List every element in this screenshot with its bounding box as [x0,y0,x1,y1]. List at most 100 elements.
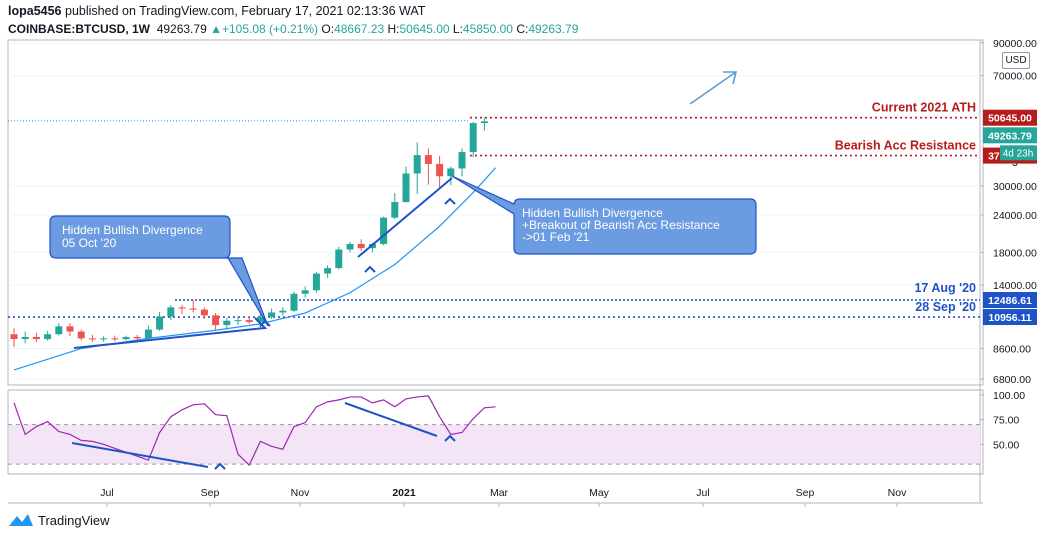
callout-2-line3: ->01 Feb '21 [522,230,590,244]
rsi-pane-frame [7,389,984,475]
high-value: 50645.00 [399,22,450,36]
divergence-line-1 [73,317,268,349]
time-tick-label: Sep [201,487,220,499]
candle-body [245,320,253,322]
candle-body [100,338,108,340]
currency-badge[interactable]: USD [1002,52,1030,69]
time-tick-label: Nov [888,487,907,499]
candle-body [10,334,18,340]
callout-2-box [451,175,757,255]
callout-1-line2: 05 Oct '20 [62,236,117,250]
moving-average-line [13,167,497,371]
price-tick-label: 18000.00 [993,247,1037,259]
rsi-line [13,395,496,467]
rsi-divergence-line-1 [71,442,209,468]
breakout-arrow-line [689,71,737,105]
time-tick-label: Jul [100,487,113,499]
time-tick-label: Nov [291,487,310,499]
candle-body [111,338,119,340]
candle-body [335,249,343,269]
time-tick-label: 2021 [392,487,416,499]
up-chevron-icon [444,197,456,205]
candle-body [391,202,399,218]
candle-body [301,290,309,294]
candle-body [402,173,410,203]
candle-body [436,163,444,177]
candle-body [189,308,197,310]
candle-body [77,331,85,339]
candle-body [156,316,164,330]
candle-body [144,329,152,339]
callout-1-line1: Hidden Bullish Divergence [62,223,203,237]
level-price-tag [983,309,1037,326]
candle-body [256,317,264,322]
price-tick-label: 30000.00 [993,181,1037,193]
level-price-tag-text: 10956.11 [988,312,1031,324]
candle-body [380,217,388,244]
publisher-name: lopa5456 [8,4,62,18]
level-price-tag [983,109,1037,126]
price-tick-label: 90000.00 [993,38,1037,50]
open-value: 48667.23 [334,22,385,36]
time-tick-label: Sep [796,487,815,499]
candle-body [88,338,96,340]
price-tick-label: 6800.00 [993,374,1031,386]
tradingview-logo-icon [9,514,33,526]
candle-body [346,243,354,250]
candle-body [268,312,276,318]
rsi-tick-label: 50.00 [993,439,1019,451]
candle-body [21,336,29,340]
candle-body [55,326,63,335]
publish-info: lopa5456 published on TradingView.com, F… [8,4,425,18]
candle-body [480,121,488,124]
candle-body [122,336,130,340]
candle-body [223,320,231,326]
level-price-tag-text: 12486.61 [988,295,1032,307]
rsi-divergence-line-2 [344,402,438,437]
up-arrow-icon: ▲ [210,22,222,36]
divergence-line-2 [357,177,453,258]
candle-body [167,307,175,317]
symbol-info-bar: COINBASE:BTCUSD, 1W 49263.79 ▲+105.08 (+… [8,22,578,36]
price-tick-label: 14000.00 [993,280,1037,292]
level-label: 28 Sep '20 [915,300,976,314]
symbol-name[interactable]: COINBASE:BTCUSD, 1W [8,22,151,36]
last-price: 49263.79 [156,22,207,36]
published-text: published on TradingView.com, February 1… [65,4,426,18]
price-change: +105.08 (+0.21%) [221,22,319,36]
candle-body [32,336,40,340]
candle-body [357,243,365,249]
countdown-tag-text: 4d 23h [1003,148,1034,159]
candle-body [290,293,298,311]
level-price-tag-text: 50645.00 [988,113,1032,125]
callout-2-line1: Hidden Bullish Divergence [522,206,663,220]
low-value: 45850.00 [462,22,513,36]
callout-1-box [49,215,269,327]
candle-body [324,268,332,274]
level-label: Bearish Acc Resistance [835,139,976,153]
candle-body [424,155,432,164]
price-pane-frame [7,39,984,386]
candle-body [66,326,74,332]
last-price-tag-text: 49263.79 [988,130,1032,142]
low-label: L: [452,22,463,36]
candle-body [413,155,421,174]
time-tick-label: Mar [490,487,509,499]
close-value: 49263.79 [528,22,579,36]
rsi-up-chevron-icon [214,462,226,470]
close-label: C: [516,22,529,36]
rsi-tick-label: 100.00 [993,390,1025,402]
time-tick-label: May [589,487,610,499]
candle-body [133,336,141,339]
rsi-band [9,424,980,465]
candle-body [178,307,186,309]
rsi-up-chevron-icon [444,434,456,442]
price-tick-label: 24000.00 [993,210,1037,222]
up-chevron-icon [364,265,376,273]
open-label: O: [321,22,335,36]
candle-body [212,315,220,326]
price-tick-label: 70000.00 [993,71,1037,83]
high-label: H: [387,22,400,36]
rsi-tick-label: 75.00 [993,415,1019,427]
